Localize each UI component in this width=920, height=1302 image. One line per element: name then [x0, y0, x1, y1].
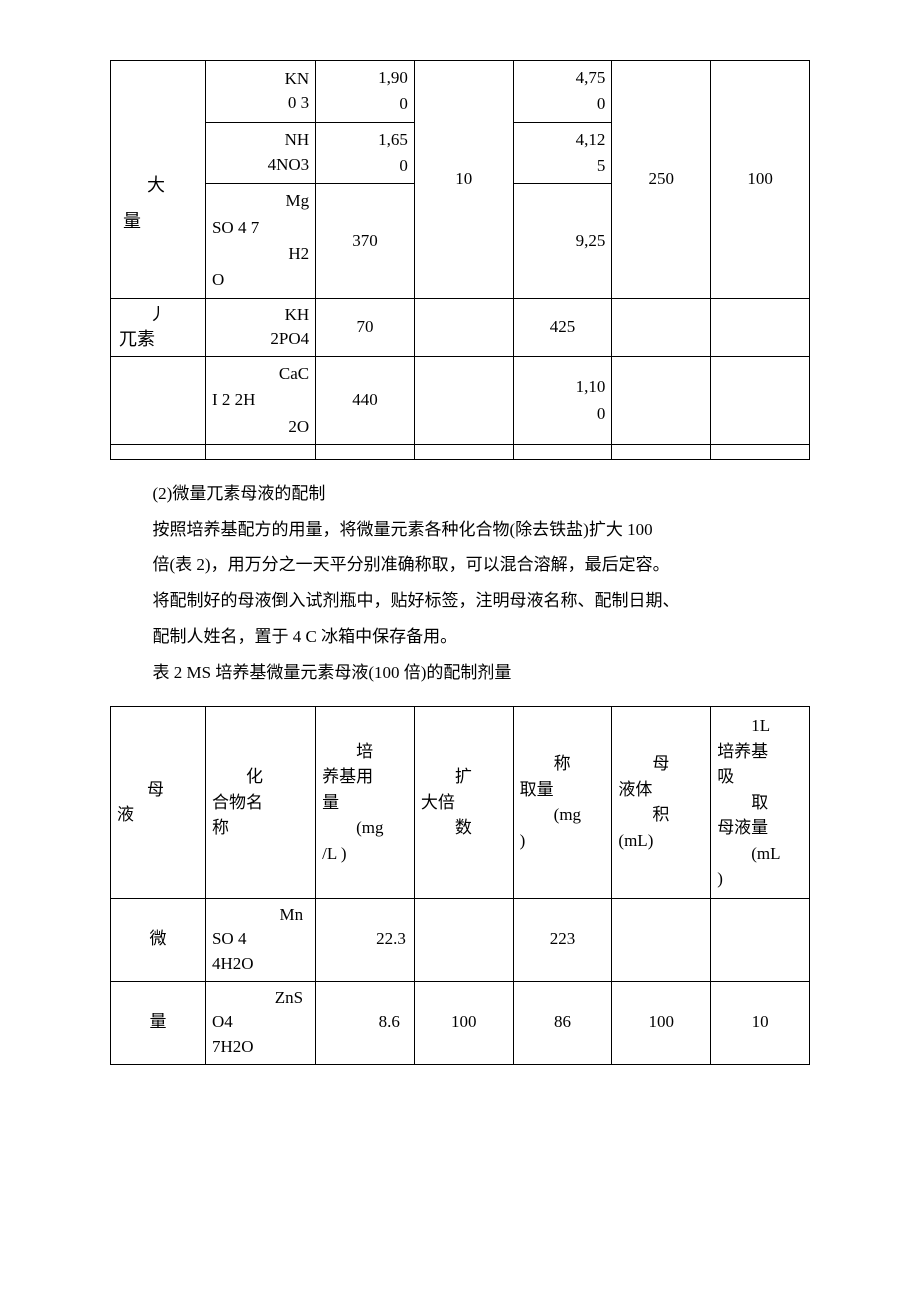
- header-factor: 扩 大倍 数: [414, 707, 513, 899]
- weigh-value: 223: [513, 898, 612, 981]
- paragraph: 表 2 MS 培养基微量元素母液(100 倍)的配制剂量: [110, 655, 810, 691]
- row-label-wei: 微: [111, 898, 206, 981]
- paragraph: 配制人姓名，置于 4 C 冰箱中保存备用。: [110, 619, 810, 655]
- usage-value: 370: [316, 184, 415, 298]
- table-micro-elements: 母 液 化 合物名 称 培 养基用 量 (mg /L ) 扩 大倍 数 称: [110, 706, 810, 1064]
- empty-cell: [711, 357, 810, 445]
- compound-name: NH 4NO3: [205, 122, 315, 184]
- weigh-value: 1,10 0: [513, 357, 612, 445]
- paragraph: 将配制好的母液倒入试剂瓶中，贴好标签，注明母液名称、配制日期、: [110, 583, 810, 619]
- table-row: CaC I 2 2H 2O 440 1,10 0: [111, 357, 810, 445]
- header-weigh: 称 取量 (mg ): [513, 707, 612, 899]
- empty-cell: [612, 357, 711, 445]
- table-row: 丿 兀素 KH 2PO4 70 425: [111, 298, 810, 356]
- weigh-value: 425: [513, 298, 612, 356]
- table-macro-elements: 大 量 KN 0 3 1,90 0 10 4,75 0 250 100 NH 4…: [110, 60, 810, 460]
- factor-value: 10: [414, 61, 513, 299]
- header-mother-liquid: 母 液: [111, 707, 206, 899]
- row-label-liang: 量: [111, 981, 206, 1064]
- compound-name: CaC I 2 2H 2O: [205, 357, 315, 445]
- empty-cell: [414, 898, 513, 981]
- paragraph: 倍(表 2)，用万分之一天平分别准确称取，可以混合溶解，最后定容。: [110, 547, 810, 583]
- header-volume: 母 液体 积 (mL): [612, 707, 711, 899]
- header-medium-usage: 培 养基用 量 (mg /L ): [316, 707, 415, 899]
- table-row: 大 量 KN 0 3 1,90 0 10 4,75 0 250 100: [111, 61, 810, 123]
- row-label-yuansu: 丿 兀素: [111, 298, 206, 356]
- usage-value: 22.3: [316, 898, 415, 981]
- paragraph: 按照培养基配方的用量，将微量元素各种化合物(除去铁盐)扩大 100: [110, 512, 810, 548]
- usage-value: 8.6: [316, 981, 415, 1064]
- compound-name: ZnS O4 7H2O: [205, 981, 315, 1064]
- paragraph-block: (2)微量兀素母液的配制 按照培养基配方的用量，将微量元素各种化合物(除去铁盐)…: [110, 476, 810, 690]
- table-row-empty: [111, 445, 810, 460]
- take-value: 10: [711, 981, 810, 1064]
- empty-cell: [111, 357, 206, 445]
- empty-cell: [414, 357, 513, 445]
- weigh-value: 9,25: [513, 184, 612, 298]
- compound-name: Mn SO 4 4H2O: [205, 898, 315, 981]
- empty-cell: [612, 898, 711, 981]
- empty-cell: [414, 298, 513, 356]
- weigh-value: 4,75 0: [513, 61, 612, 123]
- compound-name: KN 0 3: [205, 61, 315, 123]
- header-take: 1L 培养基 吸 取 母液量 (mL ): [711, 707, 810, 899]
- header-compound-name: 化 合物名 称: [205, 707, 315, 899]
- weigh-value: 4,12 5: [513, 122, 612, 184]
- take-value: 100: [711, 61, 810, 299]
- volume-value: 250: [612, 61, 711, 299]
- row-label-da-liang: 大 量: [111, 61, 206, 299]
- paragraph: (2)微量兀素母液的配制: [110, 476, 810, 512]
- table-row: 微 Mn SO 4 4H2O 22.3 223: [111, 898, 810, 981]
- volume-value: 100: [612, 981, 711, 1064]
- document-page: 大 量 KN 0 3 1,90 0 10 4,75 0 250 100 NH 4…: [0, 0, 920, 1125]
- weigh-value: 86: [513, 981, 612, 1064]
- empty-cell: [612, 298, 711, 356]
- table-header-row: 母 液 化 合物名 称 培 养基用 量 (mg /L ) 扩 大倍 数 称: [111, 707, 810, 899]
- empty-cell: [711, 298, 810, 356]
- factor-value: 100: [414, 981, 513, 1064]
- empty-cell: [711, 898, 810, 981]
- usage-value: 1,90 0: [316, 61, 415, 123]
- usage-value: 440: [316, 357, 415, 445]
- compound-name: Mg SO 4 7 H2 O: [205, 184, 315, 298]
- table-row: 量 ZnS O4 7H2O 8.6 100 86 100 10: [111, 981, 810, 1064]
- compound-name: KH 2PO4: [205, 298, 315, 356]
- usage-value: 70: [316, 298, 415, 356]
- usage-value: 1,65 0: [316, 122, 415, 184]
